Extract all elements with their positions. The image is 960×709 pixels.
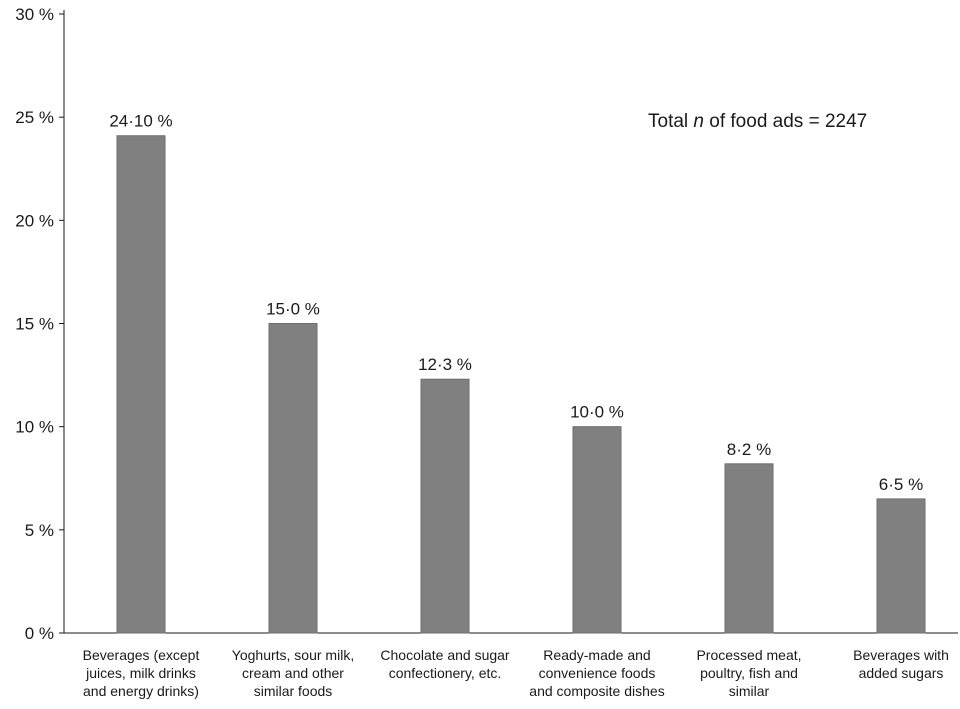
y-tick-label: 5 % xyxy=(25,521,54,540)
category-label-line: Beverages with xyxy=(853,647,949,663)
bar-value-label: 12·3 % xyxy=(418,355,472,374)
category-label-line: similar foods xyxy=(254,683,333,699)
annotation-prefix: Total xyxy=(648,111,693,132)
category-label-line: Yoghurts, sour milk, xyxy=(232,647,354,663)
bar xyxy=(268,323,318,634)
category-label-line: juices, milk drinks xyxy=(85,665,196,681)
bar xyxy=(724,463,774,634)
y-axis: 0 % 5 % 10 % 15 % 20 % 25 % 30 % xyxy=(15,5,65,643)
bar-value-label: 15·0 % xyxy=(266,300,320,319)
bar xyxy=(420,378,470,634)
annotation-italic: n xyxy=(693,111,704,132)
bars xyxy=(116,135,926,634)
bar-value-label: 6·5 % xyxy=(879,475,923,494)
bar xyxy=(572,426,622,634)
category-label: Chocolate and sugar confectionery, etc. xyxy=(380,647,510,681)
category-label-line: Processed meat, xyxy=(696,647,801,663)
y-tick-label: 20 % xyxy=(15,211,54,230)
bar xyxy=(116,135,166,634)
category-label: Beverages (except juices, milk drinks and … xyxy=(83,647,200,699)
category-label-line: Ready-made and xyxy=(543,647,650,663)
total-ads-annotation: Total n of food ads = 2247 xyxy=(648,111,867,132)
category-label: Ready-made and convenience foods and compo… xyxy=(529,647,664,699)
category-label-line: Chocolate and sugar xyxy=(380,647,510,663)
data-labels: 24·10 % 15·0 % 12·3 % 10·0 % 8·2 % 6·5 % xyxy=(109,112,923,494)
y-tick-label: 15 % xyxy=(15,315,54,334)
y-tick-label: 30 % xyxy=(15,5,54,24)
category-label: Beverages with added sugars xyxy=(853,647,949,681)
bar xyxy=(876,498,926,634)
bar-value-label: 8·2 % xyxy=(727,440,771,459)
category-label-line: and energy drinks) xyxy=(83,683,199,699)
category-label-line: similar xyxy=(729,683,770,699)
category-label: Processed meat, poultry, fish and similar xyxy=(696,647,801,699)
annotation-suffix: of food ads = 2247 xyxy=(704,111,867,132)
category-label-line: poultry, fish and xyxy=(700,665,798,681)
category-label: Yoghurts, sour milk, cream and other simil… xyxy=(232,647,354,699)
y-tick-label: 0 % xyxy=(25,624,54,643)
category-label-line: and composite dishes xyxy=(529,683,664,699)
y-tick-label: 10 % xyxy=(15,418,54,437)
bar-value-label: 10·0 % xyxy=(570,403,624,422)
category-label-line: cream and other xyxy=(242,665,344,681)
category-labels: Beverages (except juices, milk drinks and … xyxy=(83,647,949,699)
y-tick-label: 25 % xyxy=(15,108,54,127)
category-label-line: confectionery, etc. xyxy=(389,665,502,681)
bar-value-label: 24·10 % xyxy=(109,112,172,131)
category-label-line: Beverages (except xyxy=(83,647,200,663)
category-label-line: added sugars xyxy=(859,665,944,681)
category-label-line: convenience foods xyxy=(539,665,656,681)
